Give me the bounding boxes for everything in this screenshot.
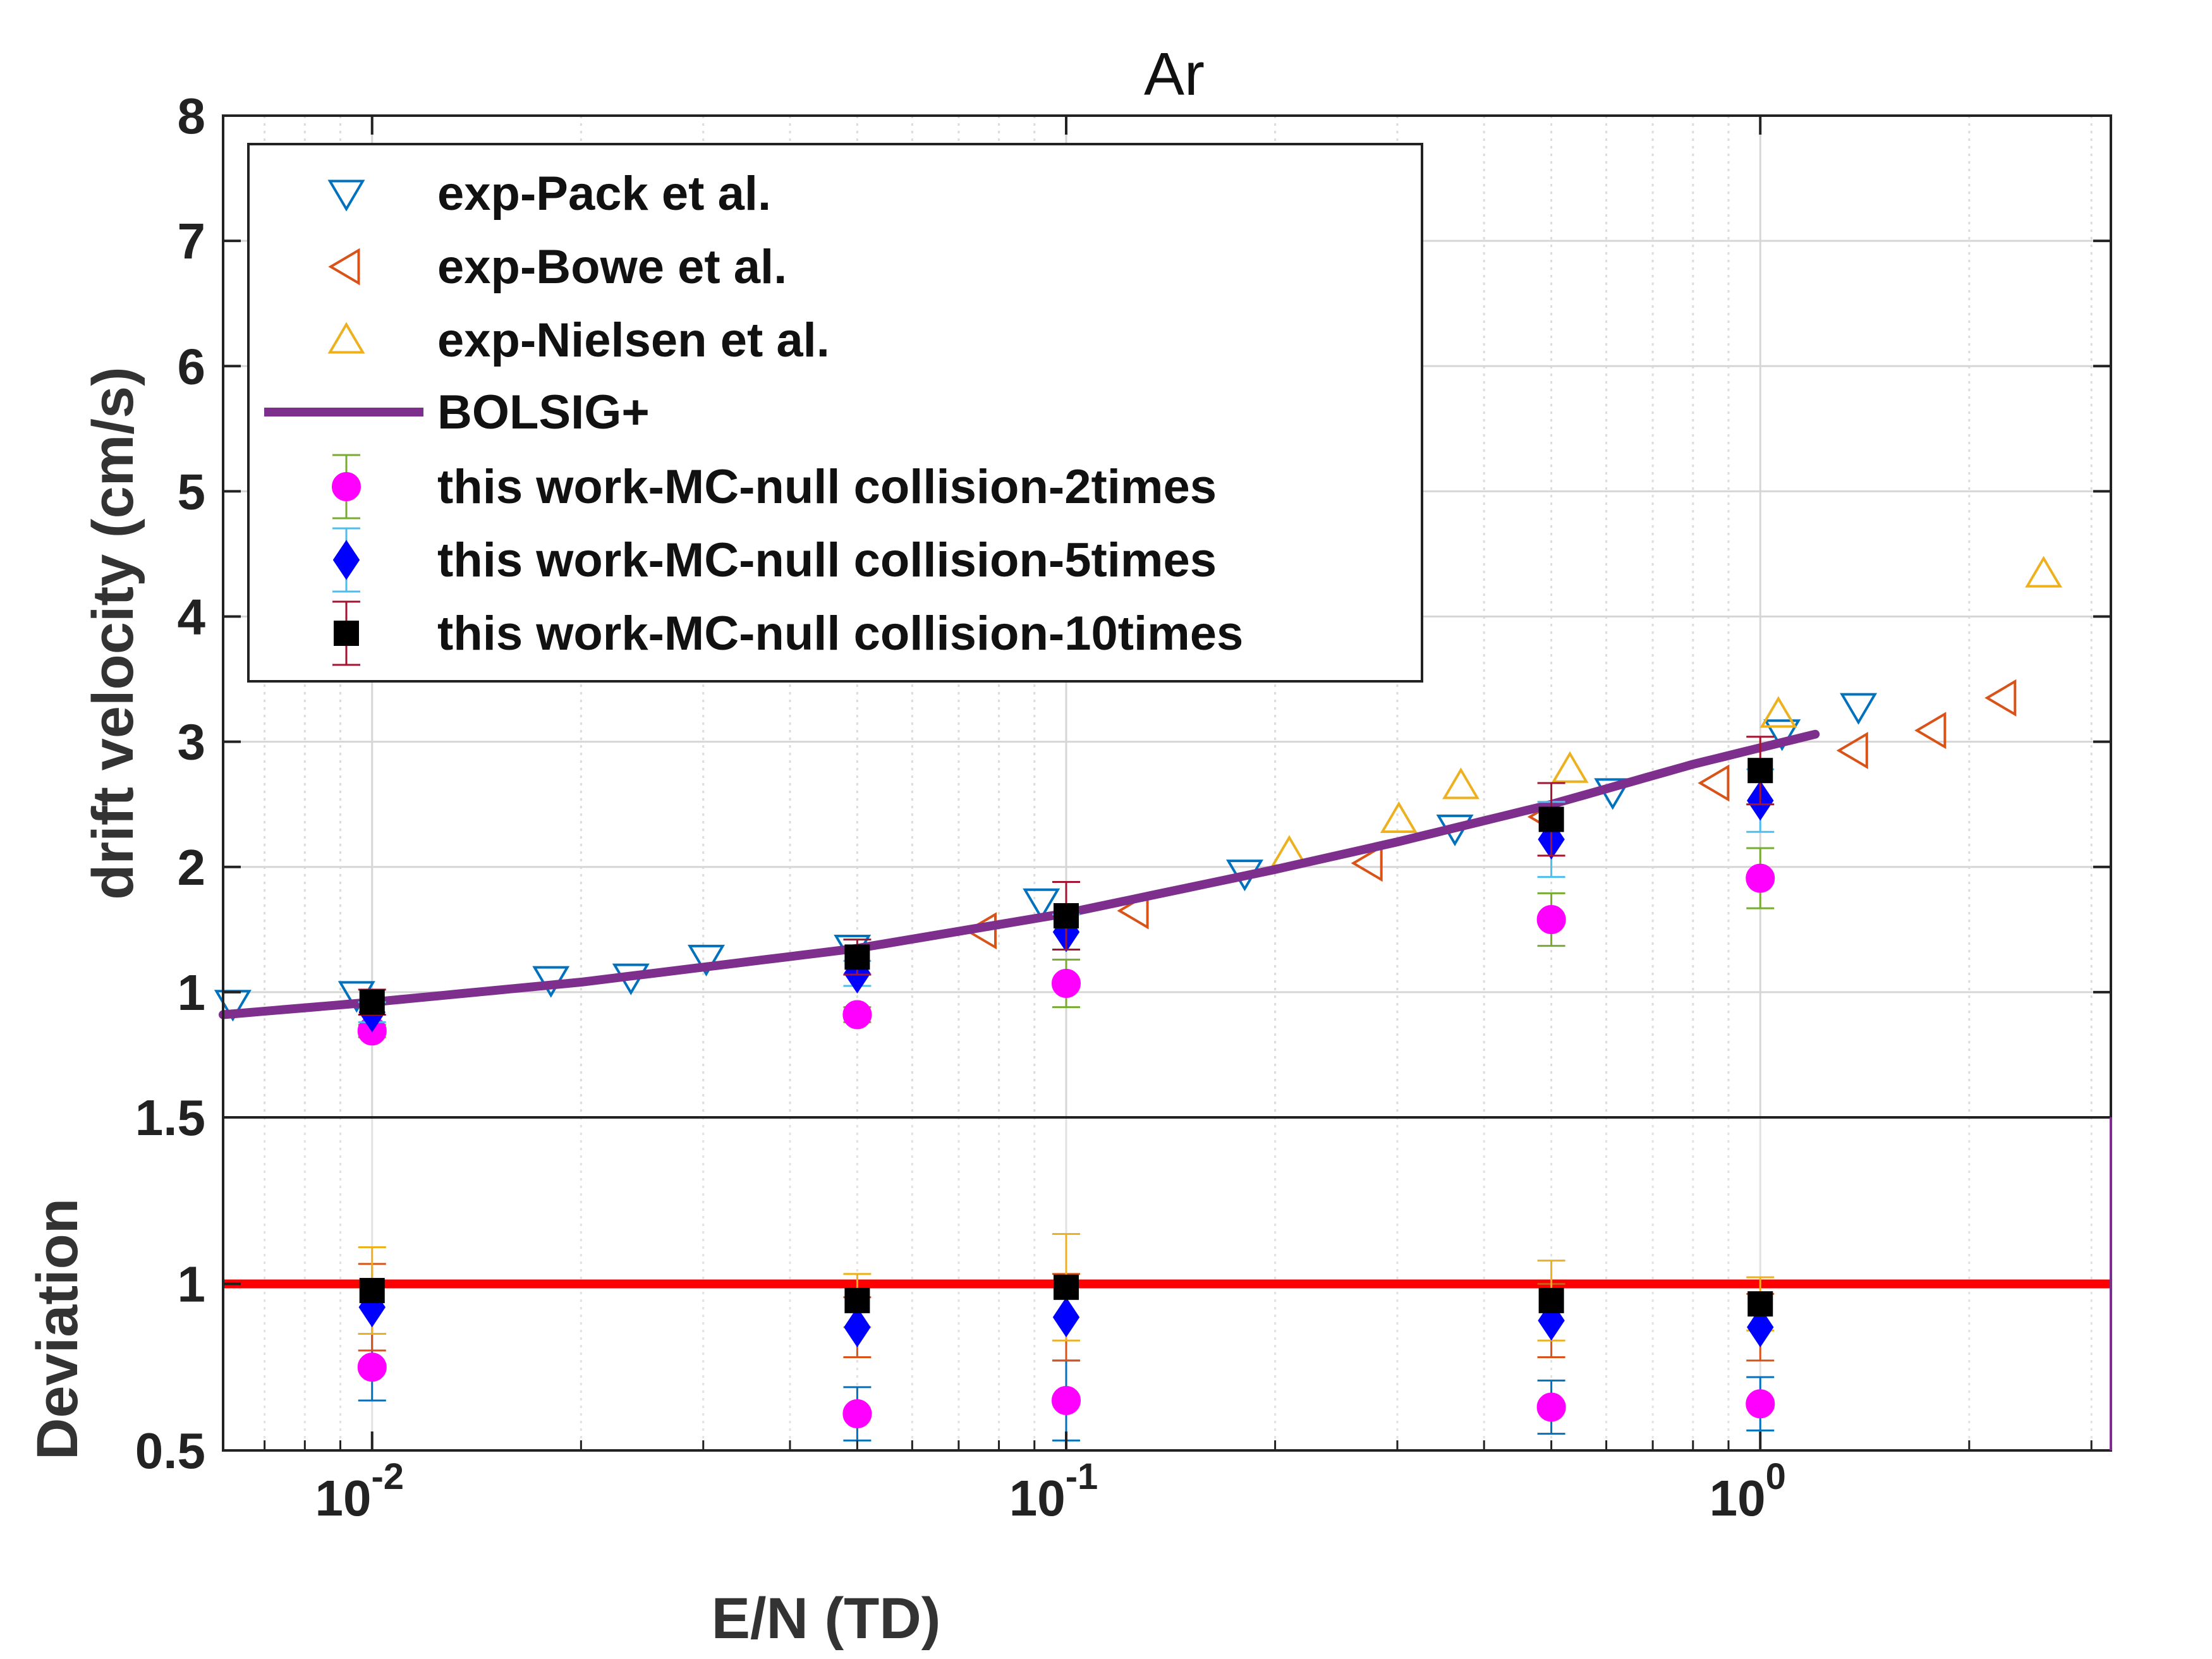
this-work-mc-null-collision-2times-point <box>1536 1392 1566 1422</box>
legend-label: this work-MC-null collision-10times <box>437 607 1243 660</box>
this-work-mc-null-collision-10times-point <box>844 1287 870 1313</box>
y-tick-label: 8 <box>178 88 206 144</box>
this-work-mc-null-collision-10times-point <box>844 944 870 970</box>
exp-nielsen-et-al-point <box>1759 696 1797 728</box>
legend: exp-Pack et al. exp-Bowe et al. exp-Nielse… <box>247 143 1423 683</box>
this-work-mc-null-collision-2times-point <box>842 1000 872 1030</box>
legend-marker-swatch <box>327 322 365 354</box>
this-work-mc-null-collision-10times-point <box>1747 758 1773 784</box>
this-work-mc-null-collision-10times-point <box>359 989 385 1015</box>
y-tick-label: 0.5 <box>135 1423 205 1479</box>
this-work-mc-null-collision-2times-point <box>842 1399 872 1429</box>
legend-label: exp-Pack et al. <box>437 167 771 221</box>
exp-bowe-et-al-point <box>1836 731 1868 769</box>
x-tick-exponent: -1 <box>1066 1456 1098 1497</box>
bolsig-line <box>219 729 1820 1019</box>
bottom-plot-grid <box>264 1117 2093 1450</box>
x-tick-exponent: 0 <box>1766 1456 1786 1497</box>
y-tick-label: 3 <box>178 714 206 770</box>
this-work-mc-null-collision-5times-point <box>844 1307 871 1347</box>
exp-pack-et-al-point <box>1023 888 1060 920</box>
exp-bowe-et-al-point <box>964 912 997 950</box>
y-tick-label: 4 <box>178 589 206 645</box>
this-work-mc-null-collision-2times-point <box>1051 969 1081 999</box>
legend-marker-swatch <box>332 540 360 580</box>
legend-label: exp-Bowe et al. <box>437 240 787 294</box>
bottom-plot-series <box>223 1232 2111 1442</box>
x-axis-label: E/N (TD) <box>712 1586 941 1651</box>
this-work-mc-null-collision-10times-point <box>1538 1287 1564 1313</box>
this-work-mc-null-collision-10times-point <box>1747 1291 1773 1317</box>
y-tick-label: 1 <box>178 1256 206 1313</box>
legend-marker-swatch <box>328 248 360 286</box>
this-work-mc-null-collision-10times-point <box>359 1278 385 1304</box>
legend-label: this work-MC-null collision-2times <box>437 460 1217 514</box>
this-work-mc-null-collision-2times-point <box>1746 863 1775 893</box>
axes <box>222 114 2112 1452</box>
this-work-mc-null-collision-5times-point <box>1747 1307 1774 1347</box>
this-work-mc-null-collision-2times-point <box>1536 904 1566 934</box>
exp-nielsen-et-al-point <box>1442 767 1480 799</box>
legend-marker-swatch <box>334 621 359 646</box>
legend-marker-swatch <box>327 179 365 212</box>
y-tick-label: 1 <box>178 964 206 1021</box>
x-tick-exponent: -2 <box>371 1456 404 1497</box>
legend-marker-swatch <box>332 472 361 501</box>
this-work-mc-null-collision-2times-point <box>1746 1389 1775 1419</box>
this-work-mc-null-collision-2times-point <box>1051 1385 1081 1415</box>
exp-nielsen-et-al-point <box>1551 751 1589 783</box>
top-plot-series <box>214 556 2063 1046</box>
this-work-mc-null-collision-5times-point <box>1052 1297 1080 1338</box>
y-tick-label: 7 <box>178 213 206 269</box>
y-tick-label: 2 <box>178 839 206 896</box>
legend-label: BOLSIG+ <box>437 386 650 439</box>
exp-pack-et-al-point <box>1840 693 1878 725</box>
exp-nielsen-et-al-point <box>2025 556 2063 588</box>
chart-title: Ar <box>1144 40 1205 108</box>
y-axis-label-bottom: Deviation <box>25 1198 90 1460</box>
y-axis-label-top: drift velocity (cm/s) <box>81 367 145 900</box>
legend-box <box>247 143 1423 683</box>
exp-bowe-et-al-point <box>1984 679 2017 717</box>
y-tick-label: 6 <box>178 338 206 394</box>
exp-pack-et-al-point <box>1763 719 1801 751</box>
exp-nielsen-et-al-point <box>1380 801 1418 833</box>
exp-bowe-et-al-point <box>1698 764 1730 802</box>
exp-pack-et-al-point <box>687 944 725 977</box>
exp-bowe-et-al-point <box>1914 712 1947 750</box>
this-work-mc-null-collision-10times-point <box>1538 806 1564 832</box>
y-tick-label: 1.5 <box>135 1090 205 1146</box>
legend-label: this work-MC-null collision-5times <box>437 533 1217 587</box>
y-tick-label: 5 <box>178 463 206 520</box>
this-work-mc-null-collision-2times-point <box>357 1352 387 1382</box>
this-work-mc-null-collision-10times-point <box>1053 903 1079 929</box>
legend-label: exp-Nielsen et al. <box>437 313 830 367</box>
this-work-mc-null-collision-10times-point <box>1053 1274 1079 1300</box>
exp-bowe-et-al-point <box>1351 844 1383 882</box>
